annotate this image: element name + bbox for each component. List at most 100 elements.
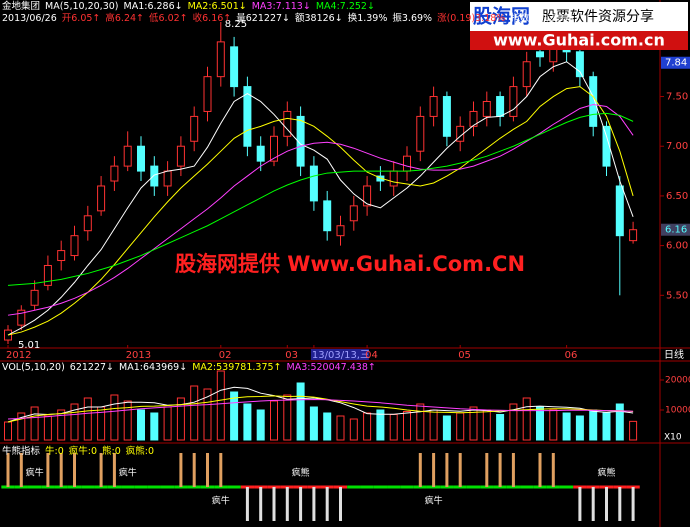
header-text: 疯熊:0 bbox=[125, 446, 155, 457]
signal-bar bbox=[206, 453, 209, 487]
y-tick-label: 6.00 bbox=[666, 241, 688, 252]
candle-body bbox=[203, 76, 212, 112]
volume-bar bbox=[482, 409, 491, 441]
header-text: 高6.24↑ bbox=[105, 13, 145, 24]
candle-body bbox=[429, 96, 438, 117]
volume-bar bbox=[602, 412, 611, 441]
candle-body bbox=[416, 115, 425, 152]
volume-bar bbox=[562, 412, 571, 441]
logo-name: 股海网 bbox=[473, 5, 530, 28]
volume-bar bbox=[549, 409, 558, 441]
signal-bar bbox=[618, 487, 622, 521]
volume-bar bbox=[629, 420, 638, 441]
volume-bar bbox=[323, 412, 332, 441]
volume-bar bbox=[536, 406, 544, 441]
volume-bar bbox=[203, 388, 212, 441]
volume-bar bbox=[256, 409, 265, 441]
low-annotation: 5.01 bbox=[18, 340, 40, 351]
candle-body bbox=[43, 264, 52, 286]
y-tick-label: 7.00 bbox=[666, 141, 688, 152]
header-row: 金地集团 MA(5,10,20,30) MA1:6.286↓ MA2:6.501↓ MA… bbox=[2, 1, 380, 13]
volume-bar bbox=[190, 385, 199, 441]
y-tick-label: 6.50 bbox=[666, 191, 688, 202]
candle-body bbox=[629, 229, 638, 242]
signal-annotation: 疯牛 bbox=[26, 467, 44, 479]
volume-bar bbox=[110, 394, 119, 441]
signal-bar bbox=[325, 487, 329, 521]
candle-body bbox=[137, 145, 145, 172]
volume-bar bbox=[416, 403, 425, 441]
candle-body bbox=[270, 135, 278, 162]
volume-bar bbox=[30, 406, 39, 441]
signal-annotation: 疯牛 bbox=[119, 467, 137, 479]
candle-body bbox=[403, 155, 411, 172]
signal-bar bbox=[59, 453, 63, 487]
volume-bar bbox=[230, 391, 239, 441]
price-box-label: 6.16 bbox=[665, 225, 687, 236]
volume-bar bbox=[309, 406, 318, 441]
candle-body bbox=[536, 51, 544, 58]
x-tick-label: 06 bbox=[565, 350, 578, 361]
signal-annotation: 疯牛 bbox=[425, 495, 443, 507]
signal-bar bbox=[192, 453, 196, 487]
candle-body bbox=[190, 115, 199, 142]
signal-bar bbox=[245, 487, 249, 521]
signal-bar bbox=[259, 487, 263, 521]
volume-bar bbox=[4, 421, 12, 441]
signal-bar bbox=[551, 453, 555, 487]
signal-bar bbox=[219, 453, 223, 487]
ma-line bbox=[7, 112, 634, 286]
header-text: 换1.39% bbox=[347, 13, 388, 24]
header-text: 熊:0 bbox=[102, 446, 121, 457]
header-text: 收6.16↑ bbox=[192, 13, 232, 24]
header-text: 2013/06/26 bbox=[2, 13, 57, 24]
signal-bar bbox=[6, 453, 10, 487]
header-text: 牛:0 bbox=[45, 446, 64, 457]
header-text: 开6.05↑ bbox=[61, 13, 101, 24]
signal-bar bbox=[179, 453, 183, 487]
header-row: 2013/06/26 开6.05↑ 高6.24↑ 低6.02↑ 收6.16↑ 量62122… bbox=[2, 13, 578, 25]
volume-bar bbox=[176, 397, 185, 441]
signal-bar bbox=[299, 487, 303, 521]
ma-line bbox=[7, 103, 634, 316]
header-text: 牛熊指标 bbox=[2, 446, 41, 457]
y-tick-label: 5.50 bbox=[666, 290, 688, 301]
volume-bar bbox=[296, 382, 305, 441]
volume-bar bbox=[442, 415, 451, 441]
candle-body bbox=[575, 51, 584, 78]
signal-bar bbox=[511, 453, 515, 487]
x-tick-label: 13/03/13,三 bbox=[312, 350, 370, 361]
volume-bar bbox=[123, 400, 132, 441]
candle-body bbox=[176, 145, 185, 167]
candle-body bbox=[17, 309, 26, 326]
volume-bar bbox=[243, 403, 252, 441]
signal-bar bbox=[605, 487, 608, 521]
signal-bar bbox=[445, 453, 449, 487]
volume-bar bbox=[17, 412, 26, 441]
candle-body bbox=[216, 41, 225, 78]
header-text: 指数(-112.37) bbox=[510, 13, 574, 24]
signal-bar bbox=[498, 453, 502, 487]
header-text: MA4:7.252↓ bbox=[315, 1, 375, 12]
candle-body bbox=[83, 215, 92, 232]
header-text: VOL(5,10,20) bbox=[2, 362, 65, 373]
signal-bar bbox=[485, 453, 489, 487]
signal-bar bbox=[418, 453, 422, 487]
volume-bar bbox=[83, 397, 92, 441]
candle-body bbox=[496, 96, 505, 117]
candle-body bbox=[469, 110, 478, 127]
ma-line bbox=[7, 61, 634, 336]
volume-ma-line bbox=[7, 398, 634, 420]
ma-line bbox=[7, 86, 634, 336]
volume-bar bbox=[216, 370, 225, 441]
candle-body bbox=[602, 125, 611, 167]
y-tick-label: 200000 bbox=[665, 376, 690, 386]
volume-bar bbox=[509, 403, 518, 441]
volume-bar bbox=[70, 403, 79, 441]
header-text: MA3:7.113↓ bbox=[251, 1, 311, 12]
price-box bbox=[661, 223, 690, 236]
x-tick-label: 05 bbox=[458, 350, 471, 361]
candle-body bbox=[323, 200, 332, 232]
volume-bar bbox=[336, 415, 345, 441]
